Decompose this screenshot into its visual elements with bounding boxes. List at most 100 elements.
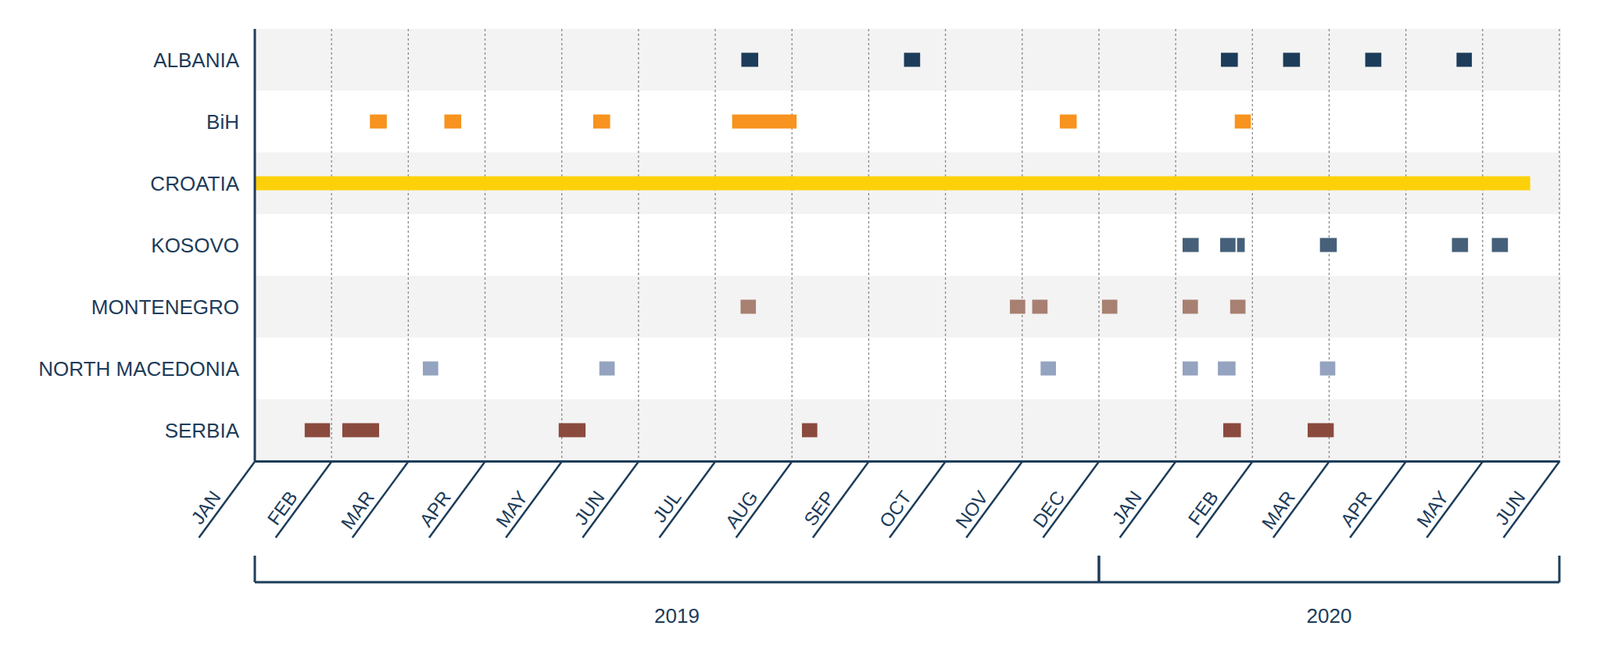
year-label: 2019 bbox=[654, 604, 700, 628]
x-tick-mark bbox=[275, 461, 333, 538]
event-bar bbox=[422, 361, 439, 376]
series bbox=[1182, 238, 1508, 253]
category-labels: ALBANIABiHCROATIAKOSOVOMONTENEGRONORTH M… bbox=[38, 48, 240, 443]
x-tick-mark bbox=[1042, 461, 1099, 538]
x-tick-mark bbox=[812, 461, 870, 538]
grid-line bbox=[1098, 28, 1099, 462]
bracket-line bbox=[254, 581, 1099, 584]
event-bar bbox=[558, 423, 586, 438]
event-bar bbox=[740, 53, 759, 68]
y-axis-line bbox=[254, 28, 257, 462]
grid-line bbox=[408, 28, 409, 462]
x-tick-label: JUN bbox=[569, 486, 609, 530]
grid-line bbox=[868, 28, 870, 462]
category-label: NORTH MACEDONIA bbox=[38, 357, 240, 381]
row-band bbox=[254, 399, 1561, 462]
grid-line bbox=[1558, 28, 1560, 462]
event-bar bbox=[1237, 238, 1246, 253]
x-tick: JAN bbox=[186, 461, 255, 538]
x-tick-mark bbox=[966, 461, 1023, 538]
grid-line bbox=[791, 28, 793, 462]
x-tick: JAN bbox=[1107, 461, 1176, 538]
marks bbox=[254, 53, 1531, 438]
x-tick: MAY bbox=[491, 461, 562, 538]
event-bar bbox=[1320, 361, 1336, 376]
x-tick-mark bbox=[352, 461, 409, 538]
x-tick-label: SEP bbox=[799, 486, 839, 530]
event-bar bbox=[801, 423, 818, 438]
category-label: CROATIA bbox=[150, 171, 240, 196]
event-bar bbox=[1365, 53, 1382, 68]
x-tick: MAR bbox=[336, 461, 409, 538]
bracket-line bbox=[1098, 581, 1560, 584]
x-tick-label: FEB bbox=[1184, 486, 1223, 530]
series bbox=[304, 423, 1335, 438]
grid-line bbox=[561, 28, 562, 462]
event-bar bbox=[904, 53, 921, 68]
event-bar bbox=[1032, 300, 1049, 315]
x-tick-mark bbox=[1120, 461, 1177, 538]
x-tick: JUN bbox=[1490, 461, 1560, 538]
event-bar bbox=[1307, 423, 1334, 438]
event-bar bbox=[1492, 238, 1509, 253]
grid-line bbox=[1405, 28, 1407, 462]
series bbox=[740, 53, 1472, 68]
event-bar bbox=[732, 114, 797, 129]
grid bbox=[254, 28, 1560, 462]
grid-line bbox=[944, 28, 946, 462]
event-bar bbox=[254, 176, 1531, 191]
x-tick-label: JUL bbox=[648, 486, 686, 527]
event-bar bbox=[593, 114, 611, 129]
category-label: SERBIA bbox=[164, 418, 240, 443]
x-tick: APR bbox=[415, 461, 486, 538]
x-tick-label: MAY bbox=[1412, 486, 1453, 532]
event-bar bbox=[443, 114, 462, 129]
x-tick-mark bbox=[1273, 461, 1330, 538]
x-tick-label: APR bbox=[415, 486, 455, 531]
row-bands bbox=[254, 28, 1561, 462]
event-bar bbox=[1452, 238, 1469, 253]
event-bar bbox=[1220, 53, 1239, 68]
x-tick-mark bbox=[659, 461, 716, 538]
event-bar bbox=[1102, 300, 1118, 315]
x-tick-mark bbox=[1196, 461, 1253, 538]
x-tick: OCT bbox=[875, 461, 947, 538]
x-tick-mark bbox=[582, 461, 639, 538]
x-tick: JUL bbox=[648, 461, 716, 538]
x-tick-label: MAY bbox=[491, 486, 532, 532]
chart: ALBANIABiHCROATIAKOSOVOMONTENEGRONORTH M… bbox=[0, 0, 1600, 658]
x-axis-line bbox=[255, 460, 1561, 463]
x-tick: JUN bbox=[569, 461, 639, 538]
row-band bbox=[254, 152, 1561, 215]
x-tick: FEB bbox=[262, 461, 332, 538]
x-tick-mark bbox=[429, 461, 486, 538]
grid-line bbox=[714, 28, 716, 462]
x-tick-mark bbox=[736, 461, 793, 538]
grid-line bbox=[1481, 28, 1483, 462]
year-label: 2020 bbox=[1306, 604, 1353, 628]
event-bar bbox=[740, 300, 756, 315]
x-tick-label: JUN bbox=[1490, 486, 1529, 530]
series bbox=[254, 176, 1531, 191]
x-tick: APR bbox=[1335, 461, 1407, 538]
grid-line bbox=[484, 28, 486, 462]
bracket-tick bbox=[1097, 555, 1100, 583]
x-tick-label: JAN bbox=[1107, 486, 1146, 529]
event-bar bbox=[1182, 361, 1199, 376]
series bbox=[422, 361, 1336, 376]
x-tick-mark bbox=[1503, 461, 1561, 538]
x-tick: DEC bbox=[1028, 461, 1100, 538]
grid-line bbox=[637, 28, 639, 462]
event-bar bbox=[1182, 300, 1199, 315]
grid-line bbox=[1021, 28, 1023, 462]
event-bar bbox=[1059, 114, 1078, 129]
event-bar bbox=[1217, 361, 1236, 376]
event-bar bbox=[1230, 300, 1246, 315]
x-tick-label: APR bbox=[1335, 486, 1376, 531]
event-bar bbox=[369, 114, 387, 129]
x-tick-mark bbox=[1349, 461, 1407, 538]
grid-line bbox=[254, 28, 255, 462]
x-tick: NOV bbox=[951, 461, 1023, 538]
series bbox=[369, 114, 1251, 129]
event-bar bbox=[1223, 423, 1242, 438]
